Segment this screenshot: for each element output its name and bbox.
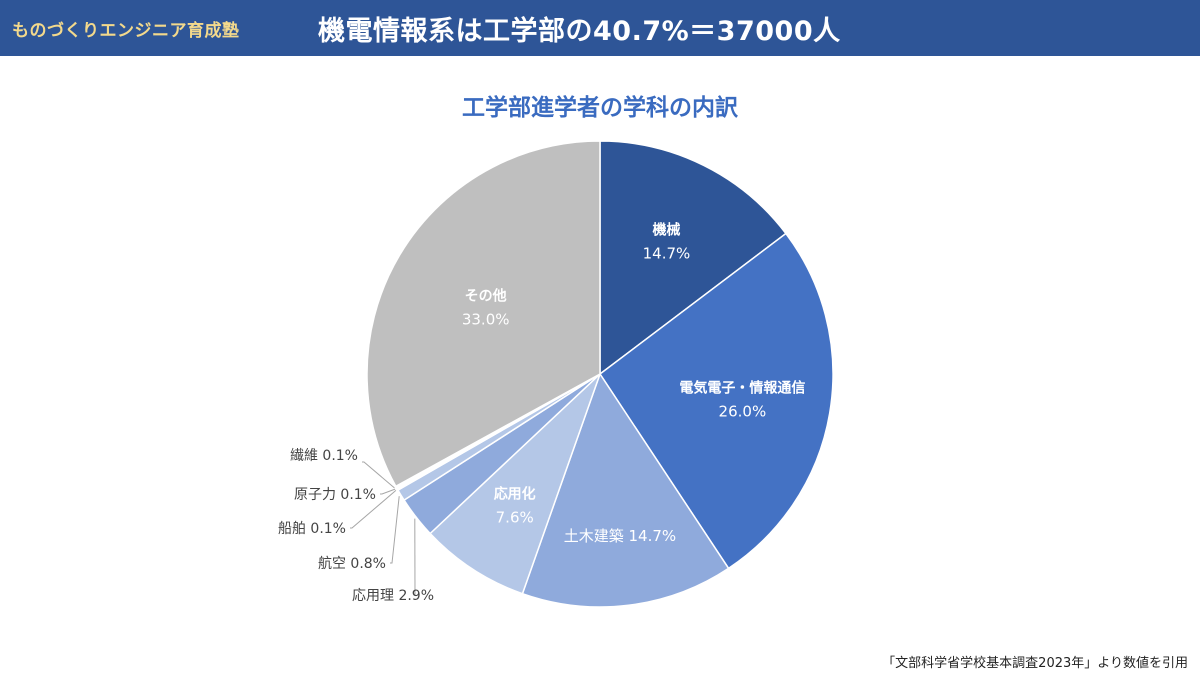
pie-slice-0 [599, 140, 787, 376]
source-note: 「文部科学省学校基本調査2023年」より数値を引用 [882, 656, 1188, 671]
slice-value-0: 14.7% [643, 245, 691, 263]
pie-slice-1 [598, 232, 834, 570]
chart-title: 工学部進学者の学科の内訳 [462, 95, 738, 121]
slice-label-4: 応用理 2.9% [352, 588, 434, 604]
slice-value-1: 26.0% [719, 402, 767, 420]
headline: 機電情報系は工学部の40.7%＝37000人 [318, 16, 841, 47]
slice-label-3: 応用化 [494, 486, 536, 503]
slice-label-6: 船舶 0.1% [278, 521, 346, 537]
slice-label-0: 機械 [652, 222, 680, 239]
slice-label-1: 電気電子・情報通信 [679, 379, 805, 396]
header-bar: ものづくりエンジニア育成塾 機電情報系は工学部の40.7%＝37000人 [0, 0, 1200, 56]
leader-line-5 [390, 496, 400, 564]
slice-value-9: 33.0% [462, 310, 510, 328]
leader-line-8 [362, 461, 395, 489]
slice-label-2: 土木建築 14.7% [564, 527, 676, 545]
slice-label-9: その他 [465, 287, 507, 304]
pie-slice-3 [429, 373, 601, 595]
pie-slice-2 [521, 372, 730, 608]
pie-slice-9 [366, 140, 601, 488]
slice-label-8: 繊維 0.1% [290, 448, 358, 464]
slice-label-7: 原子力 0.1% [294, 487, 376, 503]
slice-value-3: 7.6% [496, 509, 534, 527]
slice-label-5: 航空 0.8% [318, 556, 386, 572]
brand-name: ものづくりエンジニア育成塾 [12, 21, 240, 41]
leader-line-7 [380, 488, 396, 495]
leader-line-6 [350, 490, 397, 529]
